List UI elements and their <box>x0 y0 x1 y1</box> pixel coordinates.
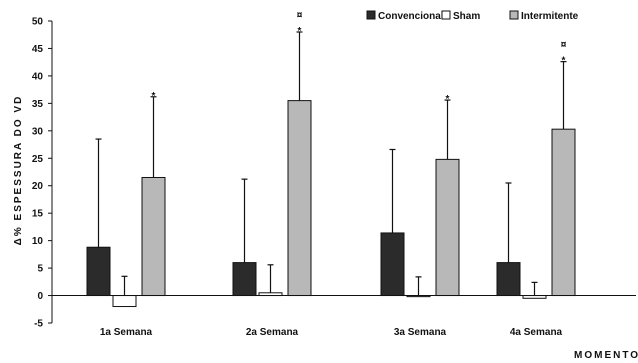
y-axis-ticks: -5 0 5 10 15 20 25 30 35 40 45 50 <box>32 17 52 330</box>
x-axis-title: MOMENTO <box>574 350 638 361</box>
bar-convencional-3 <box>380 232 405 297</box>
y-tick-label: 25 <box>32 154 44 165</box>
y-tick-label: 0 <box>37 291 43 302</box>
category-label: 3a Semana <box>394 327 447 338</box>
y-axis-title: Δ% ESPESSURA DO VD <box>13 95 24 246</box>
y-tick-label: 10 <box>32 236 44 247</box>
bar-convencional-1 <box>86 246 111 297</box>
y-tick-label: 15 <box>32 209 44 220</box>
legend-swatch <box>509 10 519 20</box>
bar-intermitente-3 <box>435 158 460 297</box>
bar-intermitente-4 <box>551 128 576 297</box>
significance-marker: ¤ <box>561 40 567 51</box>
significance-marker: * <box>446 94 450 105</box>
significance-marker: * <box>298 26 302 37</box>
y-tick-label: 35 <box>32 99 44 110</box>
bar-convencional-2 <box>232 262 257 297</box>
y-tick-label: 5 <box>37 264 43 275</box>
y-tick-label: -5 <box>34 319 43 330</box>
axes-layer <box>51 21 636 323</box>
y-tick-label: 50 <box>32 17 44 28</box>
legend-label: Convencional <box>378 11 444 22</box>
legend: Convencional Sham Intermitente <box>366 10 579 22</box>
bar-convencional-4 <box>496 262 521 297</box>
legend-swatch <box>441 10 451 20</box>
bars-layer: * ¤ * * ¤ * <box>86 10 576 308</box>
legend-swatch <box>366 10 376 20</box>
y-tick-label: 20 <box>32 181 44 192</box>
category-label: 2a Semana <box>246 327 299 338</box>
bar-intermitente-1 <box>141 176 166 297</box>
category-label: 4a Semana <box>510 327 563 338</box>
significance-marker: * <box>562 56 566 67</box>
y-tick-label: 40 <box>32 71 44 82</box>
significance-marker: * <box>152 91 156 102</box>
bar-intermitente-2 <box>287 100 312 297</box>
legend-label: Intermitente <box>521 11 579 22</box>
y-tick-label: 30 <box>32 126 44 137</box>
category-labels: 1a Semana 2a Semana 3a Semana 4a Semana <box>100 327 563 338</box>
y-tick-label: 45 <box>32 44 44 55</box>
bar-sham-1 <box>112 295 137 308</box>
category-label: 1a Semana <box>100 327 153 338</box>
legend-label: Sham <box>453 11 480 22</box>
significance-marker: ¤ <box>297 10 303 21</box>
